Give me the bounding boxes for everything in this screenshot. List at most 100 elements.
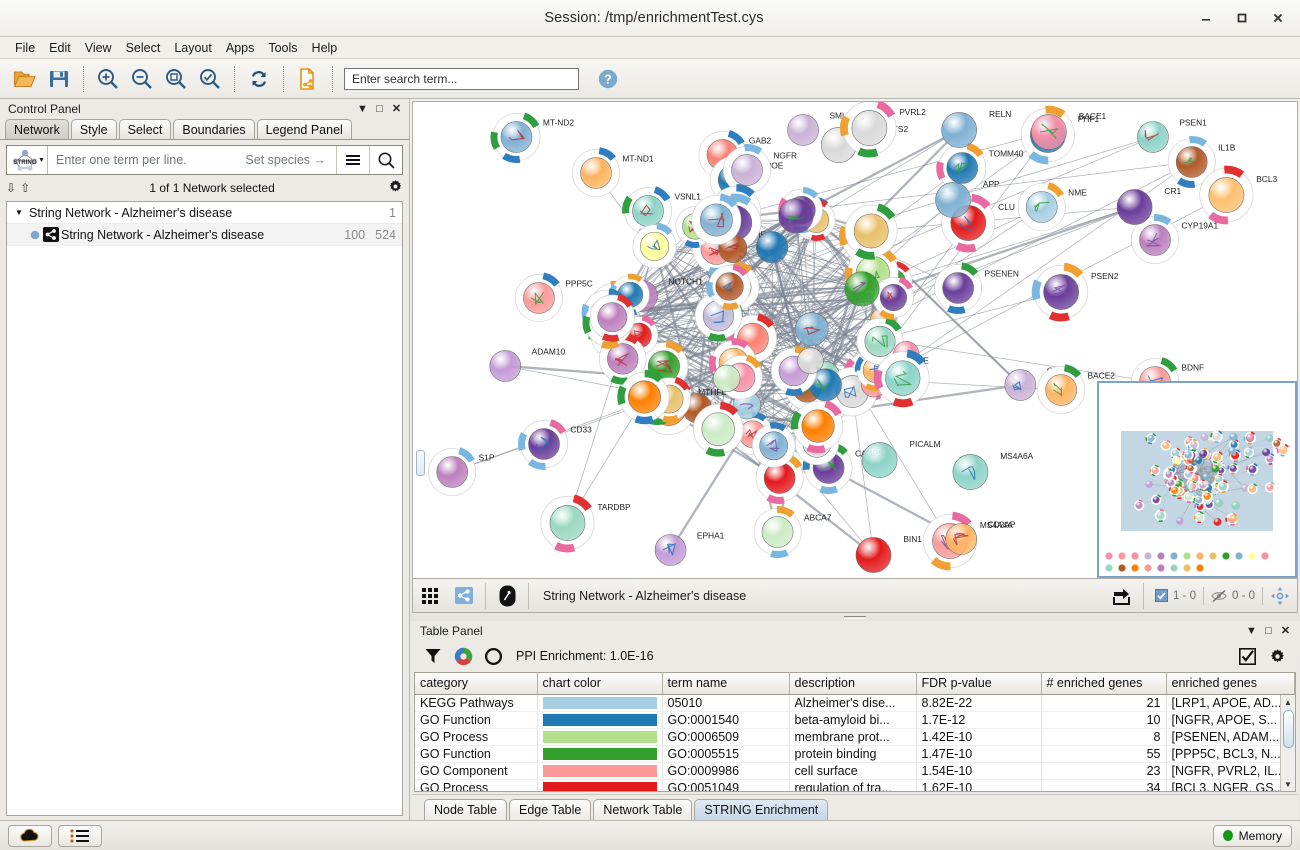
network-node[interactable]: PSENEN [934,262,1019,314]
list-icon[interactable] [58,824,102,847]
open-folder-icon[interactable] [8,63,42,95]
grid-view-icon[interactable] [414,582,446,610]
network-node[interactable] [797,347,824,374]
network-node[interactable] [1228,447,1237,455]
col-category[interactable]: category [415,673,538,695]
network-node[interactable]: CD33 [518,419,592,470]
minimize-button[interactable] [1188,3,1224,33]
col-enriched-genes[interactable]: enriched genes [1166,673,1295,695]
network-node[interactable] [1262,448,1271,457]
table-panel-float-icon[interactable]: □ [1265,624,1272,637]
search-input[interactable] [344,67,579,90]
network-node[interactable]: BACE2 [1037,364,1116,414]
network-node[interactable]: APP [935,179,1000,218]
tree-row-network[interactable]: String Network - Alzheimer's disease 100… [7,224,402,246]
network-node[interactable]: PSEN2 [1031,262,1119,322]
network-view[interactable]: MT-ND2MT-ND1VSNL1GAB2APOESMUG1ADAMTS2PVR… [412,101,1298,579]
set-species-link[interactable]: Set species → [245,153,326,167]
network-node[interactable] [691,193,742,245]
network-settings-gear-icon[interactable] [388,179,403,197]
network-node[interactable] [1171,455,1182,466]
control-panel-close-icon[interactable]: ✕ [391,103,402,115]
network-node[interactable] [751,422,796,468]
network-node[interactable] [794,312,829,346]
network-node[interactable]: CD2AP [945,519,1016,555]
table-vertical-scrollbar[interactable]: ▲ ▼ [1280,695,1295,791]
maximize-button[interactable] [1224,3,1260,33]
network-node[interactable] [1145,480,1153,488]
network-node[interactable] [1276,443,1290,457]
network-node[interactable] [1187,483,1194,490]
save-icon[interactable] [42,63,76,95]
settings-gear-icon[interactable] [1262,643,1292,669]
network-node[interactable]: ADAM10 [489,346,566,382]
network-node[interactable] [1247,483,1258,495]
network-node[interactable]: S1P [428,447,495,496]
network-thumbnail-icon[interactable] [448,582,480,610]
network-node[interactable] [1230,515,1238,523]
network-node[interactable]: TARDBP [540,494,631,553]
col-term-name[interactable]: term name [662,673,790,695]
help-icon[interactable]: ? [591,63,625,95]
network-node[interactable] [1133,499,1145,511]
network-node[interactable] [844,271,880,307]
network-node[interactable]: BIN1 [855,534,922,573]
network-node[interactable]: MT-ND1 [572,147,654,197]
table-row[interactable]: GO Function GO:0001540 beta-amyloid bi... 1… [415,711,1295,729]
zoom-in-icon[interactable] [91,63,125,95]
birds-eye-overview[interactable] [1097,381,1297,578]
network-node[interactable] [1199,450,1208,459]
network-node[interactable] [1214,499,1223,507]
network-node[interactable] [1182,449,1194,462]
col-fdr-pvalue[interactable]: FDR p-value [916,673,1042,695]
tab-legend-panel[interactable]: Legend Panel [256,119,352,139]
network-node[interactable] [617,369,670,425]
network-node[interactable] [1193,494,1204,506]
menu-file[interactable]: File [15,40,36,55]
network-node[interactable] [1229,433,1238,441]
network-node[interactable] [1217,480,1229,494]
menu-layout[interactable]: Layout [174,40,212,55]
network-node[interactable] [873,349,930,408]
network-node[interactable] [1211,451,1223,464]
table-row[interactable]: KEGG Pathways 05010 Alzheimer's dise... 8.8… [415,694,1295,712]
string-logo-icon[interactable]: STRING ▼ [7,146,47,174]
network-node[interactable] [844,203,898,260]
network-node[interactable] [692,401,744,457]
network-node[interactable] [1193,511,1206,524]
network-node[interactable] [1243,446,1255,459]
network-node[interactable] [1202,480,1209,487]
donut-ring-icon[interactable] [478,643,508,669]
tab-node-table[interactable]: Node Table [424,799,508,820]
network-node[interactable]: BACE1 [1031,111,1107,150]
network-node[interactable] [856,316,904,365]
menu-tools[interactable]: Tools [268,40,298,55]
menu-apps[interactable]: Apps [225,40,255,55]
export-network-icon[interactable] [291,63,325,95]
tab-network[interactable]: Network [5,119,69,139]
network-node[interactable] [756,231,789,264]
network-node[interactable]: PSEN1 [1137,117,1207,153]
control-panel-float-icon[interactable]: □ [376,102,383,115]
network-node[interactable] [1150,494,1162,506]
network-node[interactable] [632,222,677,269]
chevron-down-icon[interactable]: ▼ [15,208,23,217]
network-node[interactable]: NME [1017,182,1087,231]
network-node[interactable] [1266,434,1274,442]
menu-select[interactable]: Select [125,40,161,55]
export-image-icon[interactable] [1106,582,1138,610]
menu-help[interactable]: Help [311,40,338,55]
pie-chart-icon[interactable] [448,643,478,669]
select-all-icon[interactable] [1232,643,1262,669]
col-description[interactable]: description [789,673,917,695]
network-node[interactable] [1200,433,1208,441]
pan-tool-icon[interactable] [1264,582,1296,610]
col-enriched-count[interactable]: # enriched genes [1041,673,1167,695]
menu-view[interactable]: View [84,40,112,55]
network-node[interactable] [1168,484,1181,497]
zoom-out-icon[interactable] [125,63,159,95]
network-node[interactable]: CYP19A1 [1131,214,1218,264]
tab-boundaries[interactable]: Boundaries [173,119,255,139]
tab-network-table[interactable]: Network Table [593,799,693,820]
network-node[interactable]: PPP5C [514,272,593,322]
